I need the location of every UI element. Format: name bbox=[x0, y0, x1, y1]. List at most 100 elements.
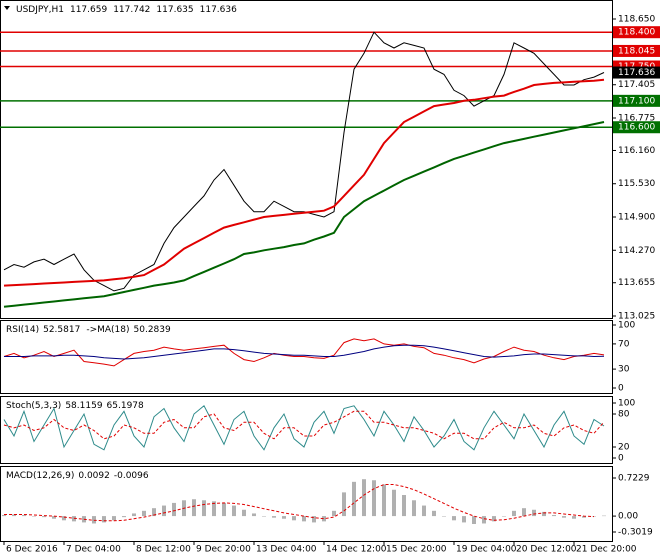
panel-header: USDJPY,H1 117.659 117.742 117.635 117.636 bbox=[16, 5, 237, 15]
x-tick-label: 13 Dec 04:00 bbox=[256, 545, 317, 555]
histogram-bar bbox=[272, 516, 276, 518]
histogram-bar bbox=[532, 509, 536, 517]
level-label: 118.400 bbox=[618, 28, 655, 38]
histogram-bar bbox=[332, 510, 336, 517]
histogram-bar bbox=[42, 516, 46, 518]
histogram-bar bbox=[212, 501, 216, 517]
histogram-bar bbox=[502, 516, 506, 517]
header-title: USDJPY,H1 bbox=[16, 5, 64, 15]
menu-arrow bbox=[4, 6, 10, 10]
histogram-bar bbox=[122, 516, 126, 518]
x-tick-label: 20 Dec 12:00 bbox=[516, 545, 577, 555]
histogram-bar bbox=[32, 516, 36, 517]
y-tick-label: 114.900 bbox=[618, 213, 655, 223]
y-tick-label: 100 bbox=[618, 399, 635, 409]
x-tick-label: 9 Dec 20:00 bbox=[196, 545, 251, 555]
y-tick-label: 113.025 bbox=[618, 312, 655, 322]
panel-frame bbox=[0, 396, 613, 464]
histogram-bar bbox=[402, 495, 406, 517]
indicator-line bbox=[3, 121, 605, 308]
histogram-bar bbox=[382, 484, 386, 517]
header-title: Stoch(5,3,3) bbox=[6, 401, 61, 411]
histogram-bar bbox=[262, 516, 266, 517]
histogram-bar bbox=[312, 516, 316, 523]
y-tick-label: 113.655 bbox=[618, 278, 655, 288]
y-tick-label: 117.405 bbox=[618, 80, 655, 90]
current-price: 117.636 bbox=[618, 68, 655, 78]
histogram-bar bbox=[102, 516, 106, 523]
histogram-bar bbox=[562, 516, 566, 518]
panel-header: RSI(14) 52.5817 ->MA(18) 50.2839 bbox=[6, 325, 171, 335]
x-tick-label: 14 Dec 12:00 bbox=[326, 545, 387, 555]
histogram-bar bbox=[442, 516, 446, 517]
y-tick-label: 116.160 bbox=[618, 146, 655, 156]
histogram-bar bbox=[282, 516, 286, 519]
histogram-bar bbox=[192, 499, 196, 517]
histogram-bar bbox=[582, 516, 586, 518]
header-value: 58.1159 bbox=[65, 401, 102, 411]
header-ohlc: 117.635 bbox=[156, 5, 193, 15]
histogram-bar bbox=[302, 516, 306, 522]
histogram-bar bbox=[372, 480, 376, 517]
panel-header: Stoch(5,3,3) 58.1159 65.1978 bbox=[6, 401, 144, 411]
y-tick-label: -0.3019 bbox=[618, 528, 653, 538]
y-tick-label: 80 bbox=[618, 410, 630, 420]
histogram-bar bbox=[132, 513, 136, 517]
histogram-bar bbox=[92, 516, 96, 524]
histogram-bar bbox=[432, 510, 436, 517]
header-ohlc: 117.742 bbox=[113, 5, 150, 15]
histogram-bar bbox=[572, 516, 576, 519]
level-label: 118.045 bbox=[618, 46, 655, 56]
y-tick-label: 0 bbox=[618, 454, 624, 464]
header-title: MACD(12,26,9) bbox=[6, 471, 74, 481]
histogram-bar bbox=[72, 516, 76, 522]
y-tick-label: 0 bbox=[618, 384, 624, 394]
header-series-name: ->MA(18) bbox=[86, 325, 129, 335]
histogram-bar bbox=[202, 500, 206, 517]
indicator-line bbox=[3, 338, 605, 367]
histogram-bar bbox=[2, 515, 6, 517]
histogram-bar bbox=[242, 509, 246, 517]
header-value: 65.1978 bbox=[107, 401, 144, 411]
histogram-bar bbox=[112, 516, 116, 521]
level-tag bbox=[613, 94, 660, 107]
level-tag bbox=[613, 121, 660, 134]
histogram-bar bbox=[482, 516, 486, 524]
histogram-bar bbox=[292, 516, 296, 521]
x-tick-label: 7 Dec 04:00 bbox=[66, 545, 121, 555]
histogram-bar bbox=[522, 508, 526, 517]
header-value: 52.5817 bbox=[43, 325, 80, 335]
histogram-bar bbox=[472, 516, 476, 524]
histogram-bar bbox=[222, 502, 226, 517]
price-line bbox=[3, 31, 605, 292]
y-tick-label: 116.775 bbox=[618, 114, 655, 124]
histogram-bar bbox=[352, 481, 356, 517]
histogram-bar bbox=[232, 505, 236, 517]
histogram-bar bbox=[172, 502, 176, 517]
y-tick-label: 100 bbox=[618, 321, 635, 331]
level-label: 116.600 bbox=[618, 123, 655, 133]
indicator-line bbox=[3, 78, 605, 287]
x-tick-label: 15 Dec 20:00 bbox=[386, 545, 447, 555]
y-tick-label: 115.530 bbox=[618, 179, 655, 189]
histogram-bar bbox=[542, 511, 546, 517]
histogram-bar bbox=[322, 516, 326, 522]
x-tick-label: 21 Dec 20:00 bbox=[576, 545, 637, 555]
indicator-line bbox=[3, 405, 605, 451]
histogram-bar bbox=[362, 479, 366, 517]
y-tick-label: 0.7229 bbox=[618, 474, 650, 484]
histogram-bar bbox=[342, 492, 346, 517]
histogram-bar bbox=[392, 489, 396, 517]
y-tick-label: 20 bbox=[618, 443, 630, 453]
histogram-bar bbox=[412, 500, 416, 517]
x-tick-label: 6 Dec 2016 bbox=[6, 545, 58, 555]
histogram-bar bbox=[12, 514, 16, 517]
level-label: 117.100 bbox=[618, 96, 655, 106]
header-ohlc: 117.636 bbox=[200, 5, 237, 15]
header-title: RSI(14) bbox=[6, 325, 39, 335]
histogram-bar bbox=[602, 515, 606, 517]
y-tick-label: 0.00 bbox=[618, 512, 638, 522]
panel-frame bbox=[0, 466, 613, 542]
histogram-bar bbox=[52, 516, 56, 519]
